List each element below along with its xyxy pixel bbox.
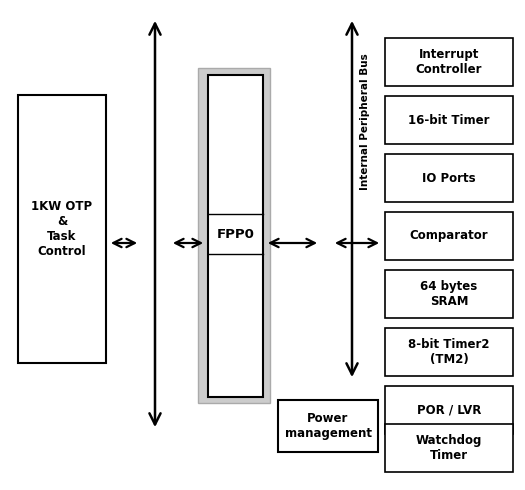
Bar — [278, 400, 378, 452]
Text: 1KW OTP
&
Task
Control: 1KW OTP & Task Control — [32, 200, 92, 258]
Bar — [385, 328, 513, 376]
Text: Internal Peripheral Bus: Internal Peripheral Bus — [360, 53, 370, 190]
Text: Power
management: Power management — [285, 412, 372, 440]
Bar — [385, 96, 513, 144]
Bar — [385, 38, 513, 86]
Bar — [385, 212, 513, 260]
Bar — [385, 386, 513, 434]
Bar — [198, 68, 270, 403]
Bar — [18, 95, 106, 363]
Text: Interrupt
Controller: Interrupt Controller — [416, 48, 482, 76]
Bar — [208, 75, 263, 397]
Bar — [385, 154, 513, 202]
Text: 8-bit Timer2
(TM2): 8-bit Timer2 (TM2) — [408, 338, 490, 366]
Text: FPP0: FPP0 — [216, 227, 255, 241]
Text: 64 bytes
SRAM: 64 bytes SRAM — [421, 280, 478, 308]
Text: POR / LVR: POR / LVR — [417, 403, 481, 416]
Text: Comparator: Comparator — [410, 229, 488, 243]
Bar — [385, 424, 513, 472]
Text: IO Ports: IO Ports — [422, 172, 476, 185]
Bar — [385, 270, 513, 318]
Text: 16-bit Timer: 16-bit Timer — [408, 114, 490, 126]
Text: Watchdog
Timer: Watchdog Timer — [416, 434, 482, 462]
